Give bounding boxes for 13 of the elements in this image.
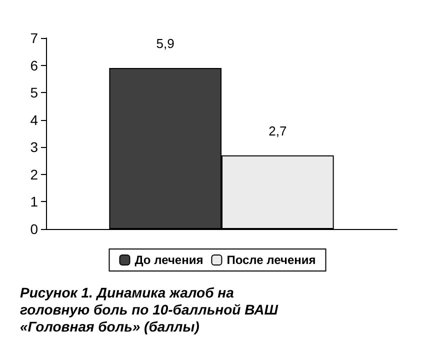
legend-label: После лечения (226, 253, 316, 267)
y-tick-label: 4 (30, 112, 38, 128)
y-tick-label: 2 (30, 166, 38, 182)
data-label: 2,7 (268, 123, 287, 138)
y-tick-label: 7 (30, 30, 38, 46)
y-tick-label: 3 (30, 139, 38, 156)
y-tick-label: 0 (30, 221, 38, 237)
y-tick-label: 5 (30, 84, 38, 101)
y-tick-label: 6 (30, 57, 38, 74)
y-tick-label: 1 (30, 194, 38, 210)
data-label: 5,9 (156, 36, 174, 52)
text: Рисунок 1. Динамика жалоб на головную боль по 10-балльной ВАШ «Головная боль» (баллы) (20, 284, 282, 334)
legend-label: До лечения (134, 253, 204, 267)
